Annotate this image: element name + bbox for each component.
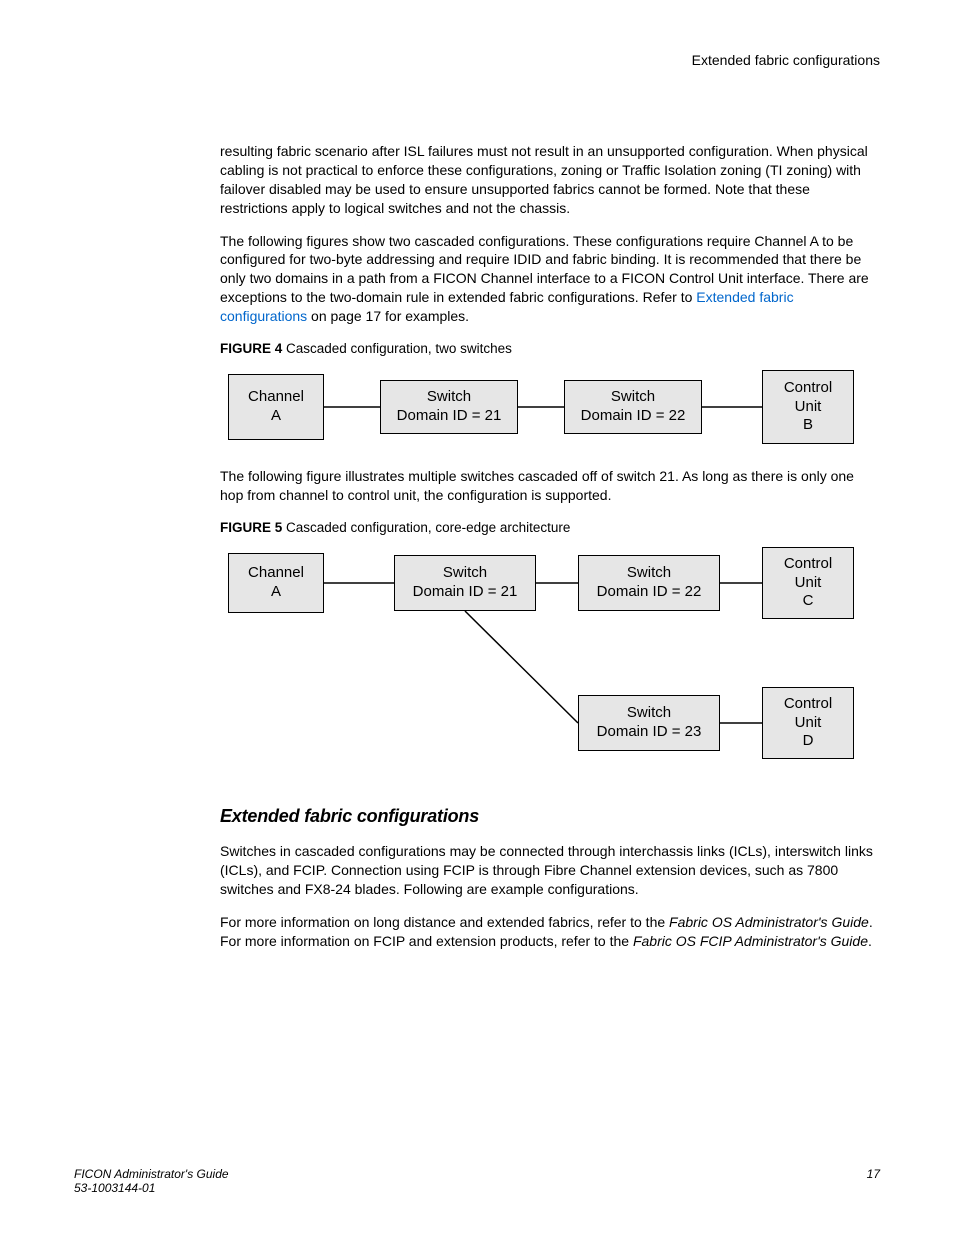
body-paragraph: resulting fabric scenario after ISL fail… (220, 142, 880, 218)
page-header-right: Extended fabric configurations (692, 52, 880, 68)
footer-docnum: 53-1003144-01 (74, 1181, 880, 1195)
diagram-node: SwitchDomain ID = 22 (564, 380, 702, 434)
body-paragraph: The following figure illustrates multipl… (220, 467, 880, 505)
book-title: Fabric OS FCIP Administrator's Guide (633, 933, 868, 949)
diagram-node: ControlUnitC (762, 547, 854, 619)
figure-label: FIGURE 4 (220, 341, 286, 356)
figure5-caption: FIGURE 5 Cascaded configuration, core-ed… (220, 519, 880, 537)
figure4-caption: FIGURE 4 Cascaded configuration, two swi… (220, 340, 880, 358)
diagram-node: ChannelA (228, 374, 324, 440)
book-title: Fabric OS Administrator's Guide (669, 914, 869, 930)
diagram-node: SwitchDomain ID = 23 (578, 695, 720, 751)
footer-title: FICON Administrator's Guide (74, 1167, 880, 1181)
diagram-edge (465, 611, 578, 723)
body-paragraph: Switches in cascaded configurations may … (220, 842, 880, 899)
figure-caption-text: Cascaded configuration, core-edge archit… (286, 520, 570, 535)
body-text: . (868, 933, 872, 949)
page-content: resulting fabric scenario after ISL fail… (220, 142, 880, 951)
figure-label: FIGURE 5 (220, 520, 286, 535)
diagram-node: SwitchDomain ID = 22 (578, 555, 720, 611)
diagram-node: ControlUnitB (762, 370, 854, 444)
body-paragraph: For more information on long distance an… (220, 913, 880, 951)
page-footer: 17 FICON Administrator's Guide 53-100314… (74, 1167, 880, 1195)
diagram-node: ControlUnitD (762, 687, 854, 759)
page: Extended fabric configurations resulting… (0, 0, 954, 1235)
diagram-node: SwitchDomain ID = 21 (380, 380, 518, 434)
diagram-node: SwitchDomain ID = 21 (394, 555, 536, 611)
figure5-diagram: ChannelA SwitchDomain ID = 21 SwitchDomain… (220, 545, 880, 774)
diagram-node: ChannelA (228, 553, 324, 613)
figure4-diagram: ChannelA SwitchDomain ID = 21 SwitchDomain… (220, 366, 880, 453)
page-number: 17 (867, 1167, 880, 1181)
body-text: on page 17 for examples. (307, 308, 469, 324)
figure-caption-text: Cascaded configuration, two switches (286, 341, 512, 356)
section-heading: Extended fabric configurations (220, 804, 880, 828)
figure4-svg: ChannelA SwitchDomain ID = 21 SwitchDomain… (220, 366, 860, 448)
figure5-svg: ChannelA SwitchDomain ID = 21 SwitchDomain… (220, 545, 860, 769)
body-paragraph: The following figures show two cascaded … (220, 232, 880, 326)
body-text: For more information on long distance an… (220, 914, 669, 930)
